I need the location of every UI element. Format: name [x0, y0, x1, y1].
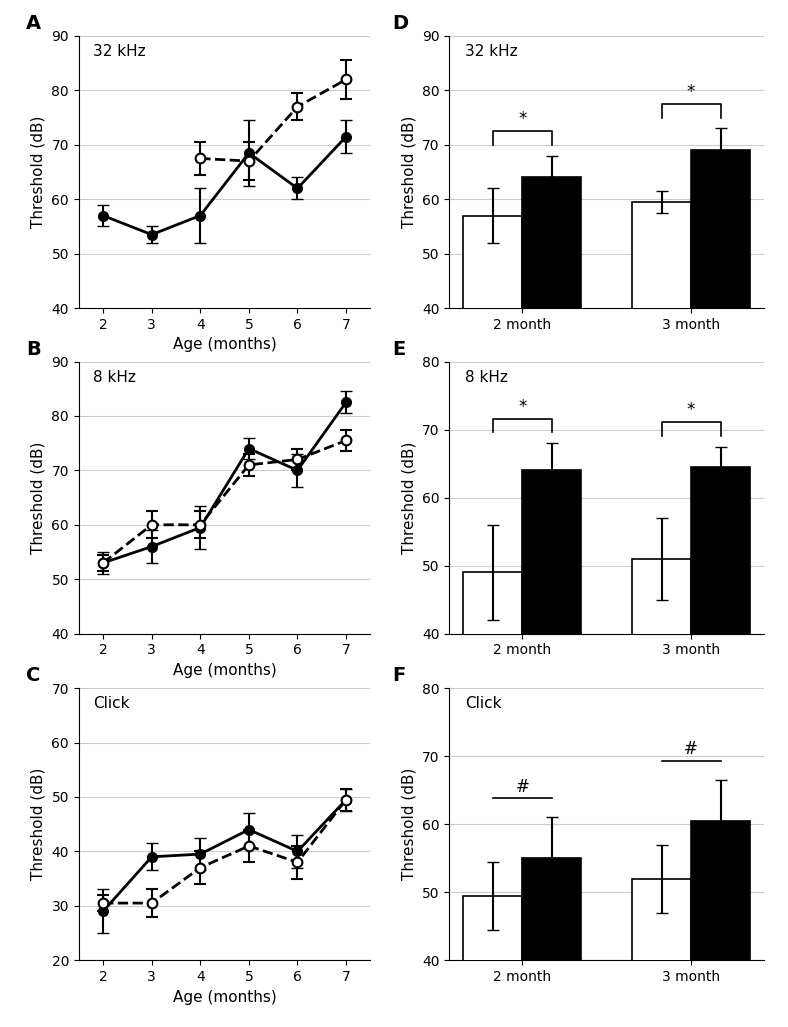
Bar [522, 859, 582, 1027]
Text: *: * [687, 83, 695, 102]
X-axis label: Age (months): Age (months) [173, 663, 277, 678]
Bar [463, 896, 522, 1027]
Text: E: E [392, 340, 406, 358]
Text: D: D [392, 14, 408, 33]
Bar [691, 150, 750, 526]
Y-axis label: Threshold (dB): Threshold (dB) [401, 768, 416, 880]
X-axis label: Age (months): Age (months) [173, 338, 277, 352]
Text: Click: Click [465, 696, 501, 712]
Y-axis label: Threshold (dB): Threshold (dB) [31, 768, 46, 880]
X-axis label: Age (months): Age (months) [173, 990, 277, 1004]
Text: #: # [684, 740, 698, 758]
Y-axis label: Threshold (dB): Threshold (dB) [401, 116, 416, 228]
Text: 8 kHz: 8 kHz [94, 370, 136, 385]
Bar [522, 178, 582, 526]
Bar [463, 572, 522, 906]
Bar [691, 821, 750, 1027]
Bar [632, 878, 691, 1027]
Text: 32 kHz: 32 kHz [465, 44, 518, 60]
Bar [691, 467, 750, 906]
Bar [632, 202, 691, 526]
Y-axis label: Threshold (dB): Threshold (dB) [401, 442, 416, 554]
Bar [632, 559, 691, 906]
Text: 8 kHz: 8 kHz [465, 370, 507, 385]
Y-axis label: Threshold (dB): Threshold (dB) [31, 116, 46, 228]
Y-axis label: Threshold (dB): Threshold (dB) [31, 442, 46, 554]
Text: *: * [687, 402, 695, 419]
Text: *: * [519, 397, 526, 416]
Text: A: A [26, 14, 42, 33]
Text: B: B [26, 340, 41, 358]
Text: 32 kHz: 32 kHz [94, 44, 146, 60]
Text: #: # [515, 777, 530, 796]
Text: *: * [519, 111, 526, 128]
Text: Click: Click [94, 696, 130, 712]
Text: F: F [392, 667, 406, 685]
Bar [463, 216, 522, 526]
Text: C: C [26, 667, 41, 685]
Bar [522, 470, 582, 906]
